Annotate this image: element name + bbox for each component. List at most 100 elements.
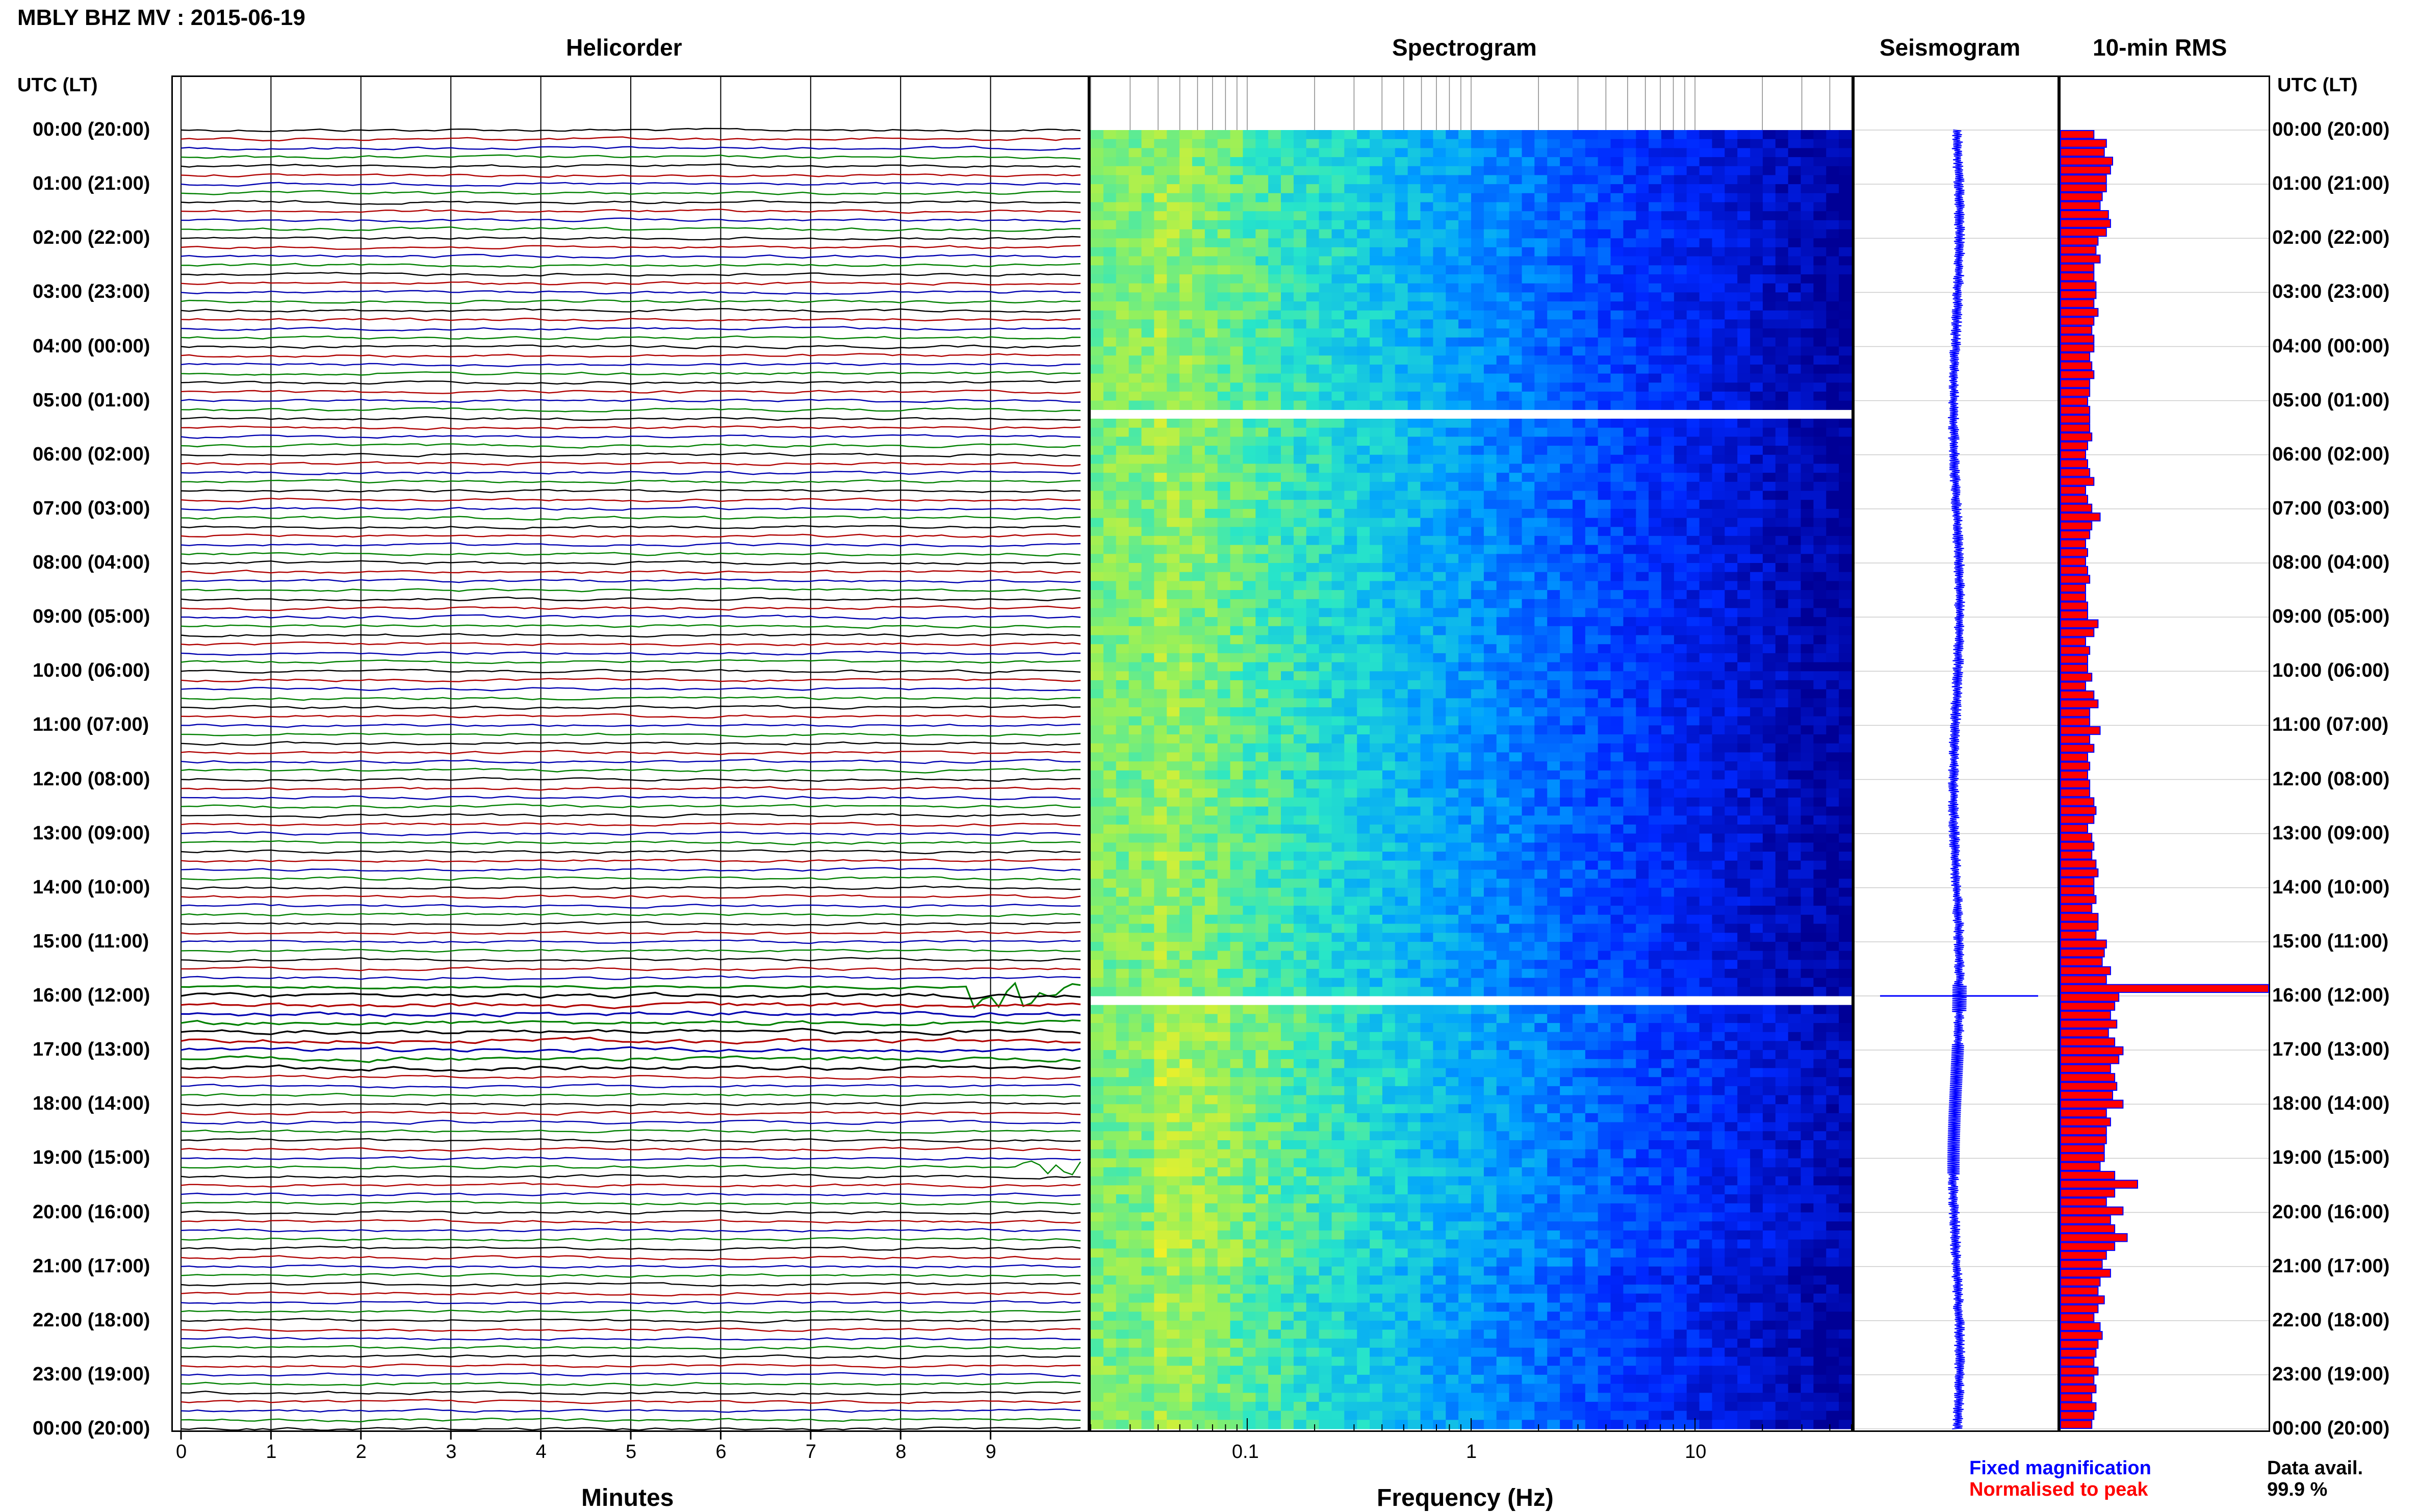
spectrogram-cell	[1116, 175, 1129, 184]
spectrogram-cell	[1801, 644, 1814, 653]
spectrogram-cell	[1218, 572, 1231, 581]
spectrogram-cell	[1344, 455, 1357, 464]
spectrogram-cell	[1370, 825, 1383, 834]
spectrogram-cell	[1129, 401, 1142, 410]
spectrogram-cell	[1801, 311, 1814, 320]
spectrogram-cell	[1636, 437, 1649, 446]
spectrogram-cell	[1370, 608, 1383, 617]
spectrogram-cell	[1839, 626, 1852, 635]
spectrogram-cell	[1395, 473, 1408, 482]
spectrogram-cell	[1763, 815, 1776, 825]
spectrogram-cell	[1433, 608, 1446, 617]
spectrogram-cell	[1446, 698, 1459, 707]
spectrogram-cell	[1509, 825, 1523, 834]
spectrogram-cell	[1788, 392, 1802, 401]
spectrogram-cell	[1712, 716, 1726, 726]
spectrogram-cell	[1839, 166, 1852, 175]
spectrogram-cell	[1725, 382, 1738, 392]
spectrogram-cell	[1179, 536, 1193, 545]
spectrogram-cell	[1649, 130, 1662, 139]
spectrogram-cell	[1357, 554, 1370, 563]
spectrogram-cell	[1142, 599, 1155, 608]
spectrogram-cell	[1585, 509, 1599, 518]
spectrogram-cell	[1370, 202, 1383, 212]
spectrogram-cell	[1623, 744, 1636, 753]
spectrogram-cell	[1547, 662, 1560, 672]
spectrogram-cell	[1700, 374, 1713, 383]
spectrogram-cell	[1547, 807, 1560, 816]
spectrogram-cell	[1395, 238, 1408, 247]
spectrogram-cell	[1319, 563, 1332, 572]
spectrogram-cell	[1776, 374, 1789, 383]
spectrogram-cell	[1737, 319, 1751, 328]
spectrogram-cell	[1103, 698, 1117, 707]
spectrogram-cell	[1839, 437, 1852, 446]
spectrogram-cell	[1103, 211, 1117, 220]
spectrogram-cell	[1598, 311, 1611, 320]
spectrogram-cell	[1154, 428, 1167, 437]
spectrogram-cell	[1218, 617, 1231, 626]
spectrogram-cell	[1763, 428, 1776, 437]
spectrogram-cell	[1357, 284, 1370, 293]
spectrogram-cell	[1623, 311, 1636, 320]
spectrogram-cell	[1421, 157, 1434, 166]
spectrogram-cell	[1826, 229, 1839, 239]
spectrogram-cell	[1230, 319, 1244, 328]
spectrogram-cell	[1674, 590, 1687, 599]
spectrogram-cell	[1332, 257, 1345, 266]
spectrogram-cell	[1142, 347, 1155, 356]
spectrogram-cell	[1484, 238, 1497, 247]
spectrogram-cell	[1649, 590, 1662, 599]
spectrogram-cell	[1218, 734, 1231, 744]
spectrogram-cell	[1750, 193, 1763, 202]
spectrogram-cell	[1370, 698, 1383, 707]
spectrogram-cell	[1370, 807, 1383, 816]
spectrogram-cell	[1306, 509, 1320, 518]
spectrogram-cell	[1154, 211, 1167, 220]
spectrogram-cell	[1712, 698, 1726, 707]
spectrogram-cell	[1091, 238, 1104, 247]
spectrogram-cell	[1192, 428, 1205, 437]
spectrogram-cell	[1192, 401, 1205, 410]
spectrogram-cell	[1826, 842, 1839, 852]
spectrogram-cell	[1446, 653, 1459, 662]
spectrogram-cell	[1547, 319, 1560, 328]
spectrogram-cell	[1395, 301, 1408, 311]
spectrogram-cell	[1294, 401, 1307, 410]
spectrogram-cell	[1230, 545, 1244, 554]
spectrogram-cell	[1788, 455, 1802, 464]
time-axis-label-right: UTC (LT)	[2277, 74, 2358, 96]
spectrogram-cell	[1585, 284, 1599, 293]
spectrogram-cell	[1319, 311, 1332, 320]
spectrogram-cell	[1433, 798, 1446, 807]
spectrogram-cell	[1560, 437, 1573, 446]
spectrogram-cell	[1737, 798, 1751, 807]
spectrogram-cell	[1725, 455, 1738, 464]
spectrogram-cell	[1700, 491, 1713, 500]
spectrogram-cell	[1091, 175, 1104, 184]
spectrogram-cell	[1458, 563, 1472, 572]
spectrogram-cell	[1700, 518, 1713, 527]
spectrogram-cell	[1471, 284, 1484, 293]
spectrogram-cell	[1788, 338, 1802, 347]
spectrogram-cell	[1281, 698, 1294, 707]
spectrogram-cell	[1839, 148, 1852, 157]
spectrogram-cell	[1116, 473, 1129, 482]
spectrogram-cell	[1218, 139, 1231, 148]
spectrogram-cell	[1611, 130, 1624, 139]
spectrogram-cell	[1192, 617, 1205, 626]
spectrogram-cell	[1268, 437, 1281, 446]
spectrogram-cell	[1484, 464, 1497, 473]
spectrogram-cell	[1255, 257, 1269, 266]
spectrogram-cell	[1142, 536, 1155, 545]
spectrogram-cell	[1712, 157, 1726, 166]
spectrogram-cell	[1509, 572, 1523, 581]
spectrogram-cell	[1712, 319, 1726, 328]
spectrogram-cell	[1700, 238, 1713, 247]
spectrogram-cell	[1218, 725, 1231, 734]
spectrogram-cell	[1395, 455, 1408, 464]
spectrogram-cell	[1243, 401, 1256, 410]
spectrogram-cell	[1776, 644, 1789, 653]
spectrogram-cell	[1167, 382, 1180, 392]
spectrogram-cell	[1243, 608, 1256, 617]
